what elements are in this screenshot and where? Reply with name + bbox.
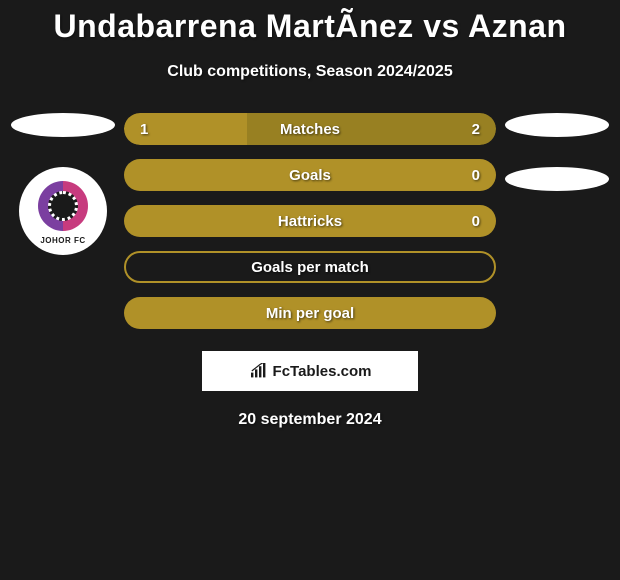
badge-gear-icon (48, 191, 78, 221)
left-column: JOHOR FC (8, 113, 118, 255)
stat-right-value: 0 (472, 213, 480, 230)
player-photo-placeholder-right-1 (505, 113, 609, 137)
stat-label: Min per goal (266, 305, 354, 322)
main-row: JOHOR FC 1 Matches 2 Goals 0 Hattricks 0 (0, 113, 620, 329)
subtitle: Club competitions, Season 2024/2025 (0, 63, 620, 81)
badge-circle-icon (38, 181, 88, 231)
stats-bars-column: 1 Matches 2 Goals 0 Hattricks 0 Goals pe… (118, 113, 502, 329)
stat-right-value: 2 (472, 121, 480, 138)
stat-bar-min-per-goal: Min per goal (124, 297, 496, 329)
comparison-infographic: Undabarrena MartÃ­nez vs Aznan Club comp… (0, 0, 620, 429)
stat-label: Goals (289, 167, 331, 184)
stat-bar-goals-per-match: Goals per match (124, 251, 496, 283)
stat-label: Goals per match (251, 259, 369, 276)
right-column (502, 113, 612, 191)
attribution-text: FcTables.com (273, 363, 372, 380)
player-photo-placeholder-left (11, 113, 115, 137)
chart-icon (249, 363, 269, 379)
stat-bar-hattricks: Hattricks 0 (124, 205, 496, 237)
stat-label: Hattricks (278, 213, 342, 230)
date-label: 20 september 2024 (0, 411, 620, 429)
page-title: Undabarrena MartÃ­nez vs Aznan (0, 8, 620, 45)
club-badge-left: JOHOR FC (19, 167, 107, 255)
attribution-badge: FcTables.com (202, 351, 418, 391)
stat-left-value: 1 (140, 121, 148, 138)
player-photo-placeholder-right-2 (505, 167, 609, 191)
stat-label: Matches (280, 121, 340, 138)
stat-right-value: 0 (472, 167, 480, 184)
stat-bar-goals: Goals 0 (124, 159, 496, 191)
stat-bar-matches: 1 Matches 2 (124, 113, 496, 145)
club-name-label: JOHOR FC (33, 236, 93, 245)
